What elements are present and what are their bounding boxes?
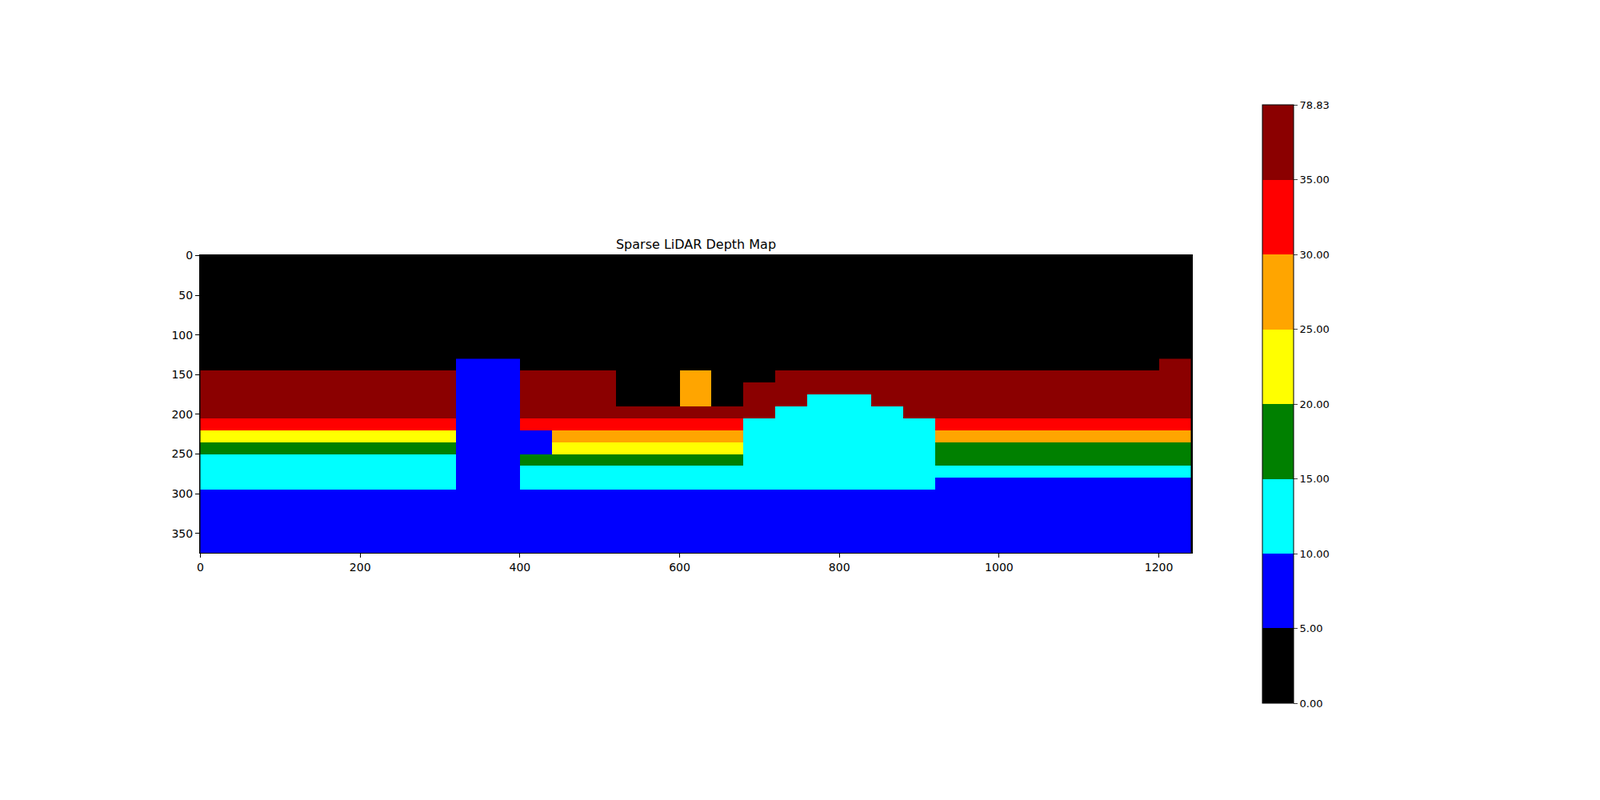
svg-text:78.83: 78.83 xyxy=(1300,99,1330,112)
svg-text:100: 100 xyxy=(171,328,193,342)
svg-text:350: 350 xyxy=(171,527,193,540)
svg-text:15.00: 15.00 xyxy=(1300,472,1330,485)
svg-text:1200: 1200 xyxy=(1144,560,1174,574)
svg-text:0: 0 xyxy=(196,560,204,574)
svg-text:400: 400 xyxy=(508,560,531,574)
svg-text:200: 200 xyxy=(171,408,193,421)
svg-text:10.00: 10.00 xyxy=(1300,548,1330,560)
svg-text:20.00: 20.00 xyxy=(1300,398,1330,411)
svg-text:0: 0 xyxy=(185,248,193,262)
svg-text:30.00: 30.00 xyxy=(1300,248,1330,261)
svg-text:200: 200 xyxy=(349,560,372,574)
svg-text:0.00: 0.00 xyxy=(1300,697,1324,710)
svg-text:Sparse LiDAR Depth Map: Sparse LiDAR Depth Map xyxy=(616,236,776,252)
svg-text:300: 300 xyxy=(171,487,193,500)
svg-text:5.00: 5.00 xyxy=(1300,622,1324,635)
svg-text:800: 800 xyxy=(828,560,851,574)
svg-text:1000: 1000 xyxy=(984,560,1014,574)
svg-text:35.00: 35.00 xyxy=(1300,173,1330,186)
svg-text:250: 250 xyxy=(171,447,193,460)
svg-text:50: 50 xyxy=(178,288,193,302)
svg-text:600: 600 xyxy=(668,560,691,574)
svg-text:150: 150 xyxy=(171,368,193,381)
svg-text:25.00: 25.00 xyxy=(1300,323,1330,336)
